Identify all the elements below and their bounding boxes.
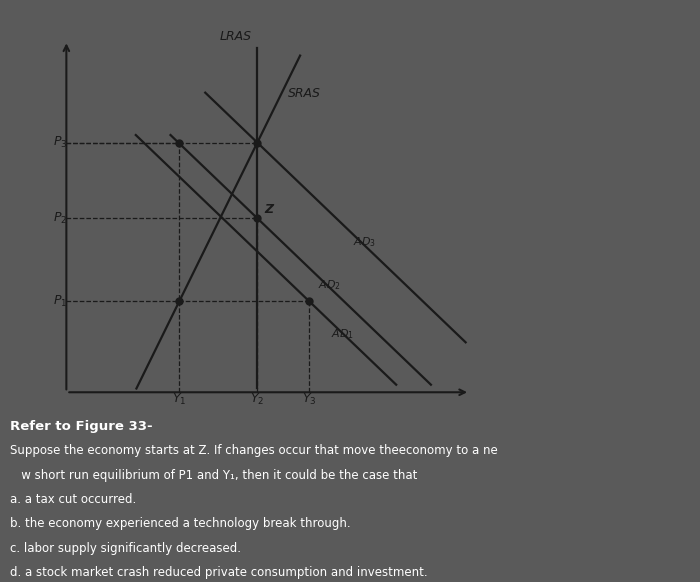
Text: Z: Z — [264, 203, 273, 215]
Text: $AD_1$: $AD_1$ — [331, 328, 354, 341]
Text: Suppose the economy starts at Z. If changes occur that move theeconomy to a ne: Suppose the economy starts at Z. If chan… — [10, 444, 498, 457]
Text: c. labor supply significantly decreased.: c. labor supply significantly decreased. — [10, 542, 241, 555]
Text: $P_2$: $P_2$ — [53, 211, 67, 226]
Text: $Y_3$: $Y_3$ — [302, 392, 316, 407]
Text: $P_3$: $P_3$ — [53, 135, 68, 150]
Text: $P_1$: $P_1$ — [53, 294, 68, 309]
Text: w short run equilibrium of P1 and Y₁, then it could be the case that: w short run equilibrium of P1 and Y₁, th… — [10, 469, 418, 481]
Text: d. a stock market crash reduced private consumption and investment.: d. a stock market crash reduced private … — [10, 566, 428, 579]
Text: a. a tax cut occurred.: a. a tax cut occurred. — [10, 493, 136, 506]
Text: $Y_2$: $Y_2$ — [250, 392, 265, 407]
Text: LRAS: LRAS — [220, 30, 251, 44]
Text: SRAS: SRAS — [288, 87, 321, 100]
Text: b. the economy experienced a technology break through.: b. the economy experienced a technology … — [10, 517, 351, 530]
Text: $Y_1$: $Y_1$ — [172, 392, 186, 407]
Text: $AD_2$: $AD_2$ — [318, 278, 341, 292]
Text: $AD_3$: $AD_3$ — [353, 236, 376, 249]
Text: Refer to Figure 33-: Refer to Figure 33- — [10, 420, 153, 432]
